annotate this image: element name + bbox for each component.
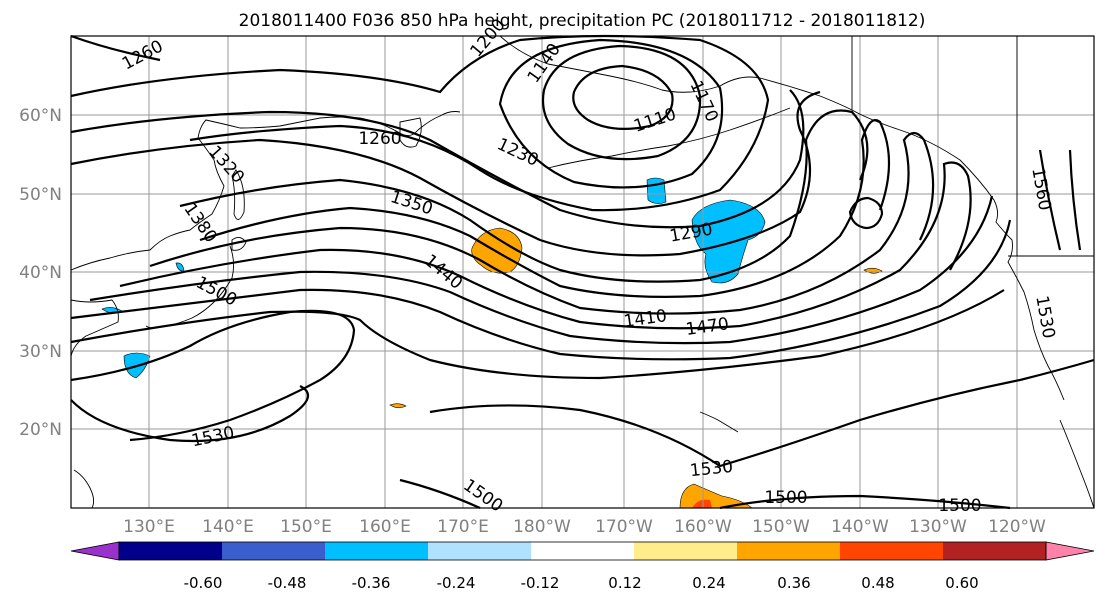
- contour-1380: [119, 161, 972, 330]
- coast-aleutians: [547, 107, 791, 169]
- colorbar-tick-label: 0.36: [777, 574, 810, 592]
- coast-philippines: [73, 469, 95, 509]
- contour-1260: [70, 90, 821, 257]
- colorbar-extend-min: [70, 541, 120, 561]
- contour-1170: [498, 38, 724, 189]
- contour-1200: [70, 34, 770, 212]
- contour-1530-east: [429, 358, 1095, 468]
- lat-label: 40°N: [19, 263, 62, 283]
- colorbar-extend-max: [1045, 541, 1095, 561]
- lon-label: 150°E: [280, 517, 332, 537]
- precip-blob-negative: [646, 177, 667, 204]
- contour-1260-nw: [70, 34, 161, 62]
- colorbar-ticks: -0.60 -0.48 -0.36 -0.24 -0.12 0.12 0.24 …: [184, 574, 979, 592]
- contour-1110: [572, 64, 674, 130]
- contour-1440: [70, 219, 1012, 361]
- lon-label: 140°W: [831, 517, 889, 537]
- colorbar-segment: [737, 542, 841, 560]
- lon-label: 160°E: [359, 517, 411, 537]
- contour-1350: [149, 131, 935, 315]
- contour-1410: [89, 195, 994, 345]
- coastlines: [70, 35, 1095, 509]
- contour-label: 1500: [938, 496, 981, 516]
- coast-kamchatka: [399, 117, 422, 148]
- lon-label: 170°E: [437, 517, 489, 537]
- lon-label: 180°W: [513, 517, 571, 537]
- lon-label: 170°W: [595, 517, 653, 537]
- precip-blob-negative: [691, 199, 766, 284]
- contour-1470: [70, 289, 1005, 380]
- lat-axis: 60°N 50°N 40°N 30°N 20°N: [19, 106, 62, 440]
- coast-hawaii: [699, 411, 739, 433]
- colorbar-outline: [118, 541, 1047, 561]
- contour-1230: [70, 89, 805, 229]
- colorbar-tick-label: 0.12: [608, 574, 641, 592]
- colorbar-segment: [325, 542, 429, 560]
- colorbar-tick-label: -0.60: [184, 574, 223, 592]
- height-contours: [70, 34, 1095, 510]
- colorbar-tick-label: 0.24: [692, 574, 725, 592]
- colorbar-tick-label: -0.12: [521, 574, 560, 592]
- coast-baja: [1059, 419, 1095, 509]
- colorbar-segment: [222, 542, 326, 560]
- lon-label: 130°W: [909, 517, 967, 537]
- colorbar-tick-label: 0.60: [945, 574, 978, 592]
- lat-label: 20°N: [19, 420, 62, 440]
- colorbar-tick-label: -0.36: [352, 574, 391, 592]
- colorbar-segment: [119, 542, 223, 560]
- contour-1320: [199, 119, 891, 298]
- coast-sakhalin: [231, 169, 245, 220]
- contour-label: 1500: [764, 488, 807, 508]
- colorbar-segment: [634, 542, 738, 560]
- contour-1500-southeast: [719, 494, 1011, 510]
- contour-1500: [70, 309, 356, 442]
- colorbar: -0.60 -0.48 -0.36 -0.24 -0.12 0.12 0.24 …: [70, 541, 1095, 592]
- precip-blob-positive: [389, 403, 407, 409]
- lon-label: 120°W: [988, 517, 1046, 537]
- contour-1500-south: [399, 478, 481, 510]
- map-title: 2018011400 F036 850 hPa height, precipit…: [239, 11, 926, 31]
- colorbar-segment: [428, 542, 532, 560]
- map-frame: [70, 35, 1095, 509]
- map-panel: 1260 1200 1140 1170 1110 1230 1320 1260 …: [70, 15, 1095, 517]
- lon-label: 160°W: [674, 517, 732, 537]
- lon-label: 140°E: [202, 517, 254, 537]
- colorbar-segment: [943, 542, 1047, 560]
- precip-blob-strong: [692, 499, 712, 508]
- contour-1590: [1068, 149, 1082, 251]
- lat-label: 60°N: [19, 106, 62, 126]
- coast-alaska: [499, 35, 1065, 401]
- lat-label: 50°N: [19, 185, 62, 205]
- coast-hokkaido: [231, 237, 247, 251]
- colorbar-segment: [840, 542, 944, 560]
- contour-label: 1260: [358, 129, 401, 149]
- lon-label: 130°E: [123, 517, 175, 537]
- lat-label: 30°N: [19, 342, 62, 362]
- contour-low-1290: [848, 196, 884, 230]
- colorbar-segment: [531, 542, 635, 560]
- contour-1530: [70, 385, 310, 443]
- colorbar-tick-label: -0.24: [437, 574, 476, 592]
- contour-label: 1530: [689, 457, 734, 481]
- contour-1560: [1038, 149, 1062, 251]
- lon-axis: 130°E 140°E 150°E 160°E 170°E 180°W 170°…: [123, 517, 1046, 537]
- graticule: [71, 36, 1094, 508]
- colorbar-tick-label: -0.48: [268, 574, 307, 592]
- colorbar-tick-label: 0.48: [861, 574, 894, 592]
- contour-1140: [542, 44, 702, 161]
- colorbar-segments: [70, 541, 1095, 561]
- lon-label: 150°W: [752, 517, 810, 537]
- contour-1290: [179, 109, 869, 283]
